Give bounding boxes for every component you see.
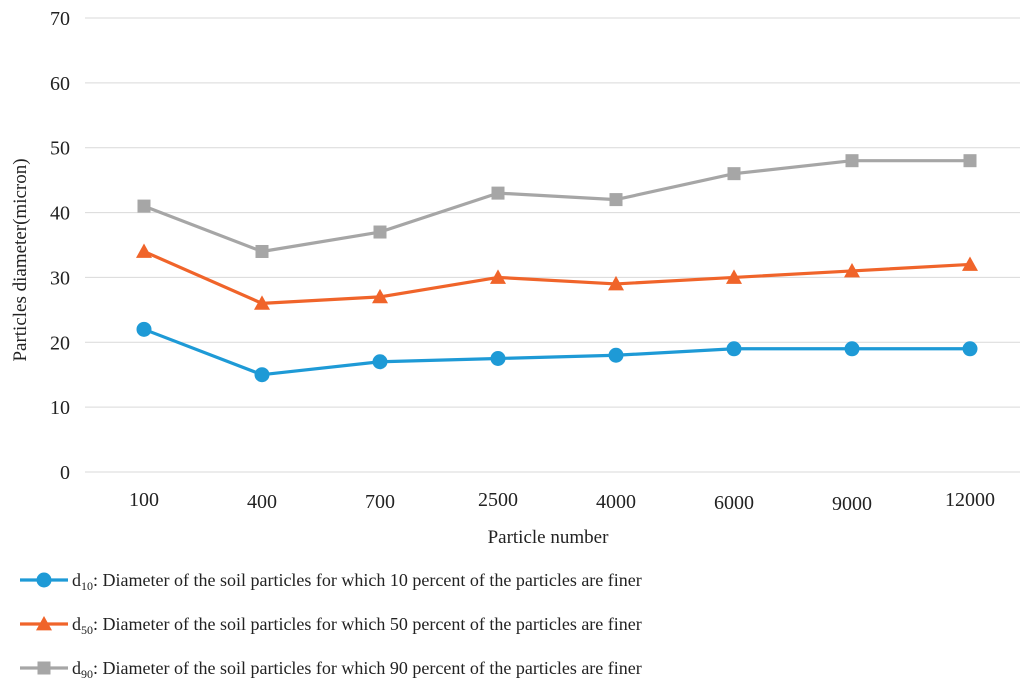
y-tick-label: 10 [50, 397, 70, 419]
data-point [254, 295, 270, 310]
legend-item: d50: Diameter of the soil particles for … [20, 614, 642, 637]
data-point [608, 347, 624, 363]
data-point [844, 341, 860, 357]
data-point [372, 354, 388, 370]
data-point [963, 154, 977, 168]
x-tick-label: 100 [129, 489, 159, 511]
data-point [491, 186, 505, 200]
series-group [136, 154, 978, 383]
x-axis-title: Particle number [488, 527, 609, 548]
y-tick-label: 60 [50, 73, 70, 95]
series-d50 [136, 243, 978, 310]
legend-item: d10: Diameter of the soil particles for … [20, 570, 642, 593]
legend-item: d90: Diameter of the soil particles for … [20, 658, 642, 679]
data-point [490, 351, 506, 366]
data-point [490, 269, 506, 284]
y-tick-label: 20 [50, 332, 70, 354]
data-point [136, 243, 152, 258]
x-tick-label: 700 [365, 491, 395, 513]
series-line [143, 327, 970, 377]
data-point [962, 341, 978, 357]
legend-label: d50: Diameter of the soil particles for … [72, 614, 642, 637]
x-tick-label: 9000 [832, 493, 872, 515]
y-tick-label: 0 [60, 462, 70, 484]
data-point [373, 225, 387, 239]
x-tick-label: 2500 [478, 489, 518, 511]
gridlines [85, 17, 1020, 473]
data-point [254, 367, 270, 383]
x-tick-label: 12000 [945, 489, 995, 511]
data-point [609, 193, 623, 207]
series-line [143, 159, 970, 254]
data-point [726, 341, 742, 357]
data-point [137, 199, 151, 213]
data-point [372, 288, 388, 304]
x-tick-label: 6000 [714, 492, 754, 514]
y-tick-label: 70 [50, 8, 70, 30]
x-axis-ticks: 100 400 700 2500 4000 6000 9000 12000 [129, 489, 995, 515]
data-point [255, 244, 269, 258]
y-tick-label: 40 [50, 203, 70, 225]
legend: d10: Diameter of the soil particles for … [20, 570, 642, 679]
data-point [962, 256, 978, 271]
data-point [136, 321, 152, 337]
data-point [727, 167, 741, 181]
legend-marker [36, 572, 52, 588]
data-point [844, 262, 860, 278]
y-axis-ticks: 0 10 20 30 40 50 60 70 [50, 8, 70, 484]
legend-label: d10: Diameter of the soil particles for … [72, 570, 642, 593]
y-tick-label: 30 [50, 267, 70, 289]
x-tick-label: 4000 [596, 491, 636, 513]
data-point [845, 154, 859, 168]
series-d10 [136, 321, 978, 383]
legend-marker [37, 661, 51, 675]
data-point [726, 269, 742, 284]
y-tick-label: 50 [50, 138, 70, 160]
legend-label: d90: Diameter of the soil particles for … [72, 658, 642, 679]
y-axis-title: Particles diameter(micron) [10, 158, 31, 361]
x-tick-label: 400 [247, 491, 277, 513]
series-line [143, 250, 971, 305]
legend-marker [36, 616, 52, 631]
series-d90 [137, 154, 977, 258]
data-point [608, 275, 624, 291]
